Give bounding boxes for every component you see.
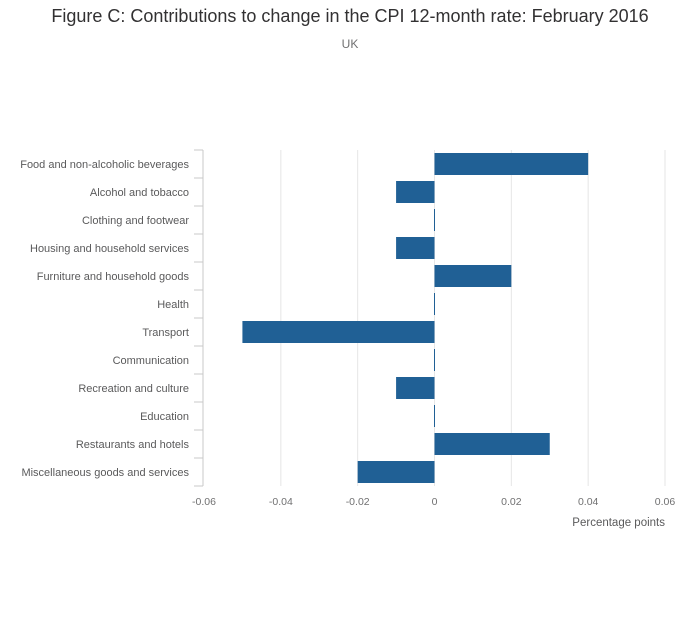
category-label: Transport	[142, 327, 189, 339]
bar	[434, 405, 435, 427]
bar	[434, 265, 512, 287]
bar	[396, 377, 435, 399]
bar	[434, 433, 550, 455]
category-label: Health	[157, 299, 189, 311]
x-tick-label: 0.04	[578, 496, 599, 508]
x-tick-label: -0.02	[346, 496, 370, 508]
gridlines	[280, 150, 666, 486]
category-label: Furniture and household goods	[37, 271, 190, 283]
bar	[434, 349, 435, 371]
chart-title: Figure C: Contributions to change in the…	[51, 6, 649, 26]
bars	[242, 153, 589, 483]
bar	[434, 153, 589, 175]
bar	[396, 181, 435, 203]
category-label: Food and non-alcoholic beverages	[20, 159, 189, 171]
value-axis: -0.06 -0.04 -0.02 0 0.02 0.04 0.06	[192, 496, 675, 508]
category-label: Clothing and footwear	[82, 215, 189, 227]
chart-subtitle: UK	[341, 37, 359, 51]
category-label: Education	[140, 411, 189, 423]
category-label: Alcohol and tobacco	[90, 187, 189, 199]
x-tick-label: 0.06	[655, 496, 676, 508]
bar	[357, 461, 435, 483]
bar	[434, 209, 435, 231]
category-label: Recreation and culture	[78, 383, 189, 395]
x-tick-label: -0.04	[269, 496, 293, 508]
bar	[396, 237, 435, 259]
bar	[434, 293, 435, 315]
category-axis: Food and non-alcoholic beverages Alcohol …	[20, 149, 204, 487]
x-tick-label: -0.06	[192, 496, 216, 508]
bar	[242, 321, 435, 343]
category-label: Restaurants and hotels	[76, 439, 190, 451]
x-axis-title: Percentage points	[572, 517, 665, 529]
category-label: Communication	[113, 355, 189, 367]
x-tick-label: 0.02	[501, 496, 522, 508]
category-label: Miscellaneous goods and services	[21, 467, 189, 479]
category-label: Housing and household services	[30, 243, 189, 255]
x-tick-label: 0	[432, 496, 438, 508]
